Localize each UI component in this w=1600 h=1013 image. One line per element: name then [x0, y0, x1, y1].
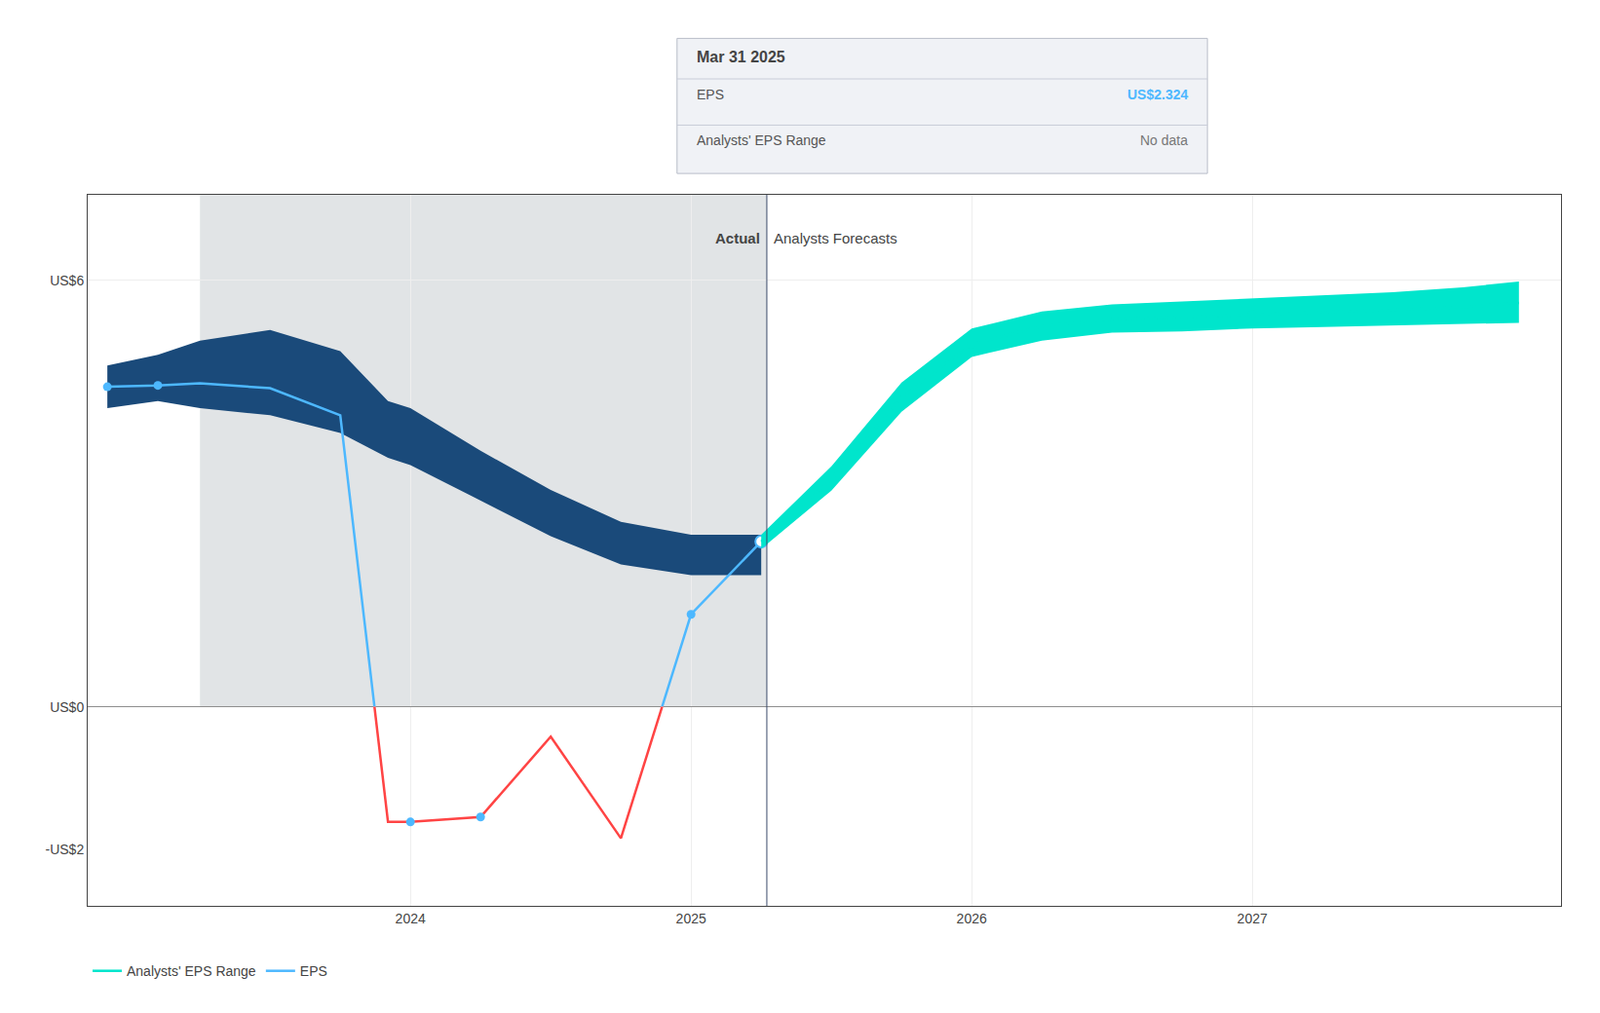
svg-text:2027: 2027 — [1237, 911, 1268, 927]
svg-text:EPS: EPS — [300, 963, 328, 980]
svg-text:No data: No data — [1140, 132, 1188, 149]
svg-text:-US$2: -US$2 — [45, 841, 85, 858]
svg-text:Analysts' EPS Range: Analysts' EPS Range — [696, 132, 827, 149]
svg-text:US$0: US$0 — [49, 699, 84, 716]
svg-text:Actual: Actual — [715, 229, 761, 247]
svg-text:Analysts' EPS Range: Analysts' EPS Range — [126, 963, 257, 980]
svg-text:2024: 2024 — [395, 911, 426, 927]
svg-text:2025: 2025 — [676, 911, 707, 927]
svg-text:Mar 31 2025: Mar 31 2025 — [696, 48, 786, 66]
svg-text:Analysts Forecasts: Analysts Forecasts — [773, 229, 898, 247]
svg-text:EPS: EPS — [696, 86, 724, 103]
svg-text:2026: 2026 — [956, 911, 988, 927]
svg-text:US$6: US$6 — [49, 272, 84, 289]
svg-text:US$2.324: US$2.324 — [1127, 86, 1188, 103]
